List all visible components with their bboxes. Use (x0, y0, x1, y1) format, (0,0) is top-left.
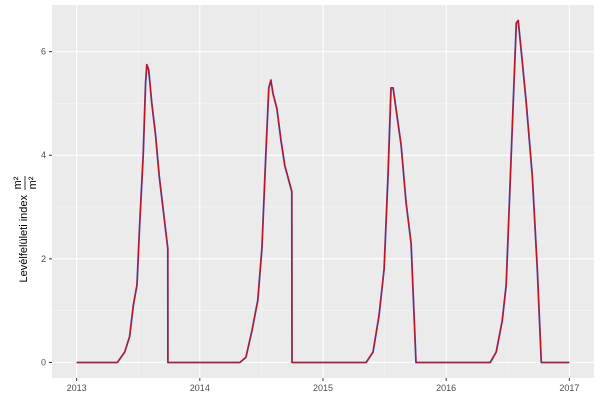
y-axis-title: Levélfelületi index m² m² (12, 176, 39, 282)
x-tick-label: 2015 (313, 383, 333, 393)
x-tick-label: 2014 (190, 383, 210, 393)
x-tick-label: 2013 (67, 383, 87, 393)
y-tick-label: 0 (41, 357, 46, 367)
grid (52, 5, 594, 378)
y-axis-unit-denominator: m² (27, 176, 39, 189)
y-axis-unit-numerator: m² (12, 176, 24, 189)
y-axis-label: Levélfelületi index (18, 195, 30, 283)
y-tick-label: 4 (41, 150, 46, 160)
y-axis: 0 2 4 6 (41, 47, 52, 367)
series-line-2 (76, 20, 570, 363)
x-tick-label: 2017 (559, 383, 579, 393)
x-tick-label: 2016 (436, 383, 456, 393)
x-axis: 2013 2014 2015 2016 2017 (67, 378, 579, 393)
y-tick-label: 6 (41, 47, 46, 57)
series-lines (76, 19, 570, 364)
y-tick-label: 2 (41, 254, 46, 264)
